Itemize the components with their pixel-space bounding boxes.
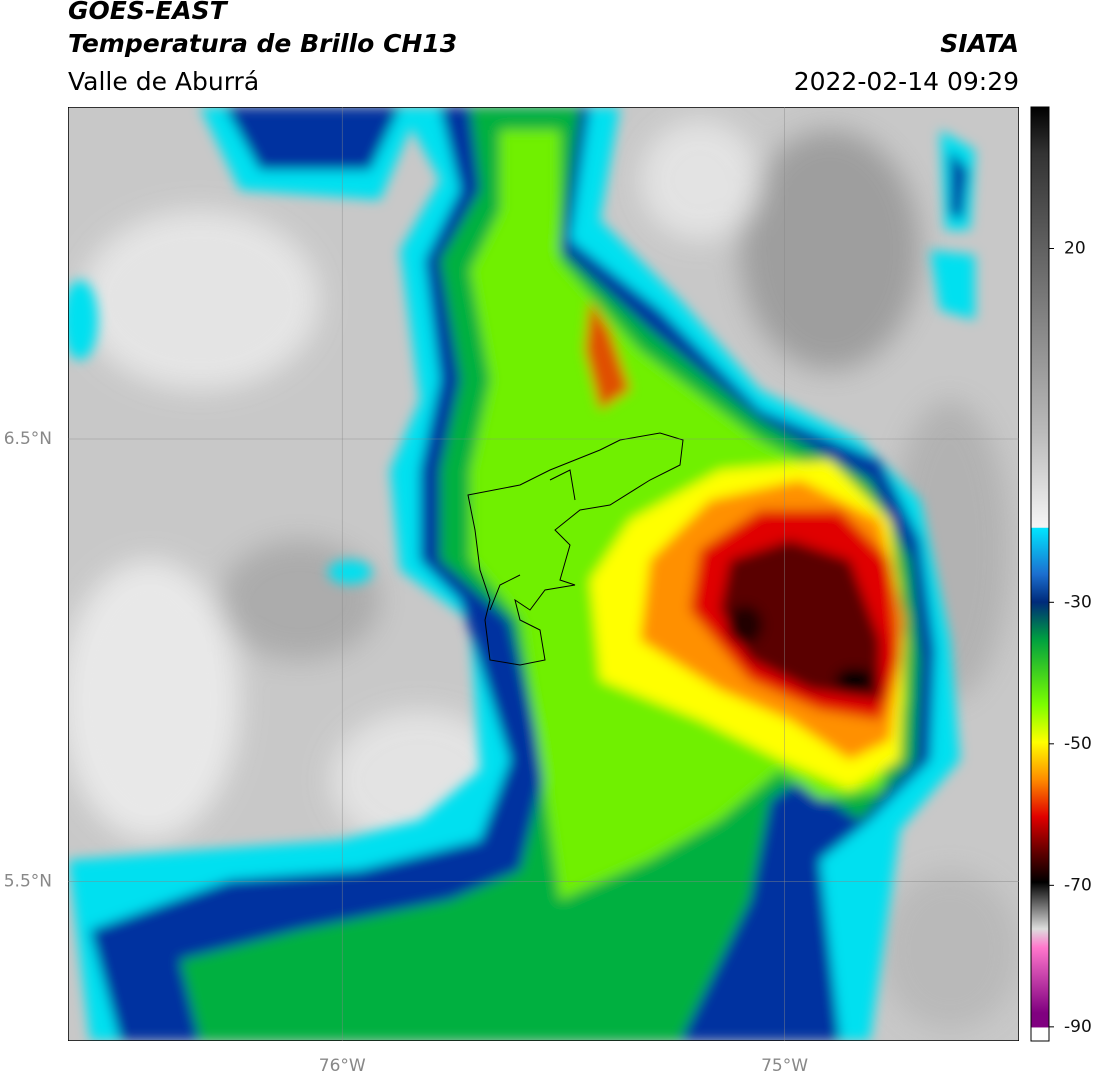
title: GOES-EAST <box>68 0 229 25</box>
colorbar-tick-label: 20 <box>1064 239 1086 259</box>
satellite-image <box>68 107 1019 1041</box>
subtitle: Temperatura de Brillo CH13 <box>68 29 457 58</box>
colorbar-tick-label: -90 <box>1064 1017 1092 1037</box>
colorbar-tick-label: -30 <box>1064 592 1092 612</box>
colorbar-tick-label: -50 <box>1064 734 1092 754</box>
region: Valle de Aburrá <box>68 67 259 96</box>
colorbar <box>1030 106 1050 1042</box>
colorbar-tick-label: -70 <box>1064 875 1092 895</box>
y-tick-label: 5.5°N <box>4 872 52 892</box>
x-tick-label: 76°W <box>319 1056 366 1076</box>
y-tick-label: 6.5°N <box>4 429 52 449</box>
source: SIATA <box>940 29 1019 58</box>
timestamp: 2022-02-14 09:29 <box>794 67 1019 96</box>
x-tick-label: 75°W <box>761 1056 808 1076</box>
overlay: 76°W 75°W 6.5°N 5.5°N 20 -30 -50 -70 -90 <box>4 107 1092 1076</box>
